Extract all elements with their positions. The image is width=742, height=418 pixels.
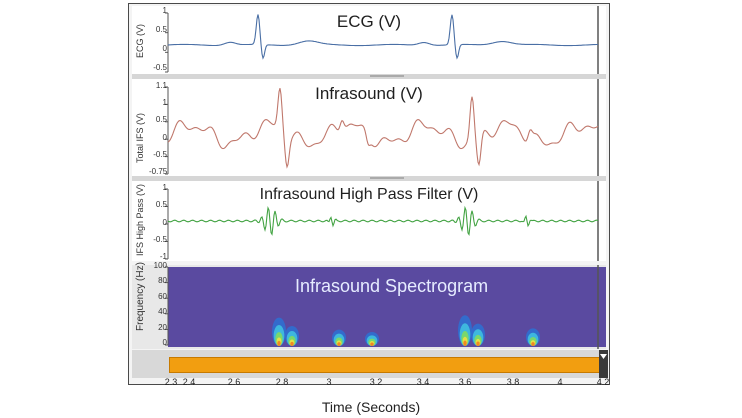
y-tick-label: 0: [162, 44, 167, 53]
ecg-plot: [165, 6, 599, 74]
ecg-trace: [168, 14, 598, 60]
spectrogram-energy-blob: [463, 340, 467, 346]
x-tick-label: 4.2: [596, 377, 610, 387]
ifs-panel: Infrasound (V): [132, 79, 606, 176]
y-tick-label: 60: [158, 291, 167, 301]
spectrogram-energy-blob: [476, 341, 480, 346]
x-tick-label: 2.4: [182, 377, 196, 387]
x-tick-label: 3.8: [506, 377, 520, 387]
ecg-panel: ECG (V): [132, 6, 606, 74]
x-tick-label: 2.8: [275, 377, 289, 387]
y-tick-label: 1: [162, 6, 167, 15]
y-tick-label: 1: [162, 98, 167, 108]
y-tick-label: -0.5: [153, 63, 167, 72]
spectrogram-energy-blob: [370, 342, 374, 346]
ecg-title: ECG (V): [336, 12, 402, 31]
spec-ylabel: Frequency (Hz): [135, 262, 146, 331]
spectrogram-energy-blob: [531, 342, 535, 346]
x-axis-label: Time (Seconds): [321, 399, 421, 415]
ifs-ylabel: Total IFS (V): [135, 112, 145, 163]
hp-panel: Infrasound High Pass Filter (V): [132, 181, 606, 261]
y-tick-label: -1: [159, 252, 167, 261]
spectrogram-panel: Infrasound Spectrogram: [132, 265, 606, 349]
ifs-plot: [165, 79, 599, 176]
x-tick-label: 2.6: [227, 377, 241, 387]
y-tick-label: 0.5: [155, 115, 167, 125]
y-tick-label: 0: [162, 217, 167, 227]
y-tick-label: -0.75: [149, 167, 168, 176]
ecg-ylabel: ECG (V): [135, 23, 145, 58]
y-tick-label: 40: [158, 307, 167, 317]
x-tick-label: 3: [326, 377, 332, 387]
y-tick-label: -0.5: [153, 234, 167, 244]
spec-ylabel-text: Frequency (Hz): [135, 262, 146, 331]
ifs-hp-divider[interactable]: [132, 176, 606, 181]
ifs-hp-grip[interactable]: [370, 177, 404, 179]
spectrogram-energy-blob: [277, 340, 281, 346]
ifs-trace: [167, 88, 599, 169]
ecg-ifs-grip[interactable]: [370, 75, 404, 77]
spectrogram-plot: [165, 265, 606, 349]
ifs-title: Infrasound (V): [315, 84, 423, 103]
chevron-down-icon[interactable]: [599, 350, 608, 378]
y-tick-label: 1.1: [155, 81, 167, 90]
hp-ylabel: IFS High Pass (V): [135, 183, 145, 256]
y-tick-label: 20: [158, 322, 167, 332]
y-tick-label: 0: [162, 338, 167, 347]
spectrogram-energy-blob: [337, 342, 341, 346]
y-tick-label: 1: [162, 183, 167, 192]
y-tick-label: 0.5: [155, 25, 167, 34]
spectrogram-energy-blob: [290, 341, 294, 346]
x-tick-label: 3.4: [416, 377, 430, 387]
x-tick-label: 3.2: [369, 377, 383, 387]
hp-plot: [165, 181, 599, 261]
y-tick-label: -0.5: [153, 149, 167, 159]
y-tick-label: 80: [158, 276, 167, 286]
y-tick-label: 0: [162, 132, 167, 142]
scrollbar-end-marker[interactable]: [599, 350, 608, 378]
hp-trace: [167, 205, 599, 236]
y-tick-label: 0.5: [155, 200, 167, 210]
x-tick-label: 3.6: [458, 377, 472, 387]
scrollbar-thumb[interactable]: [169, 357, 601, 373]
x-tick-label: 4: [557, 377, 563, 387]
ecg-ifs-divider[interactable]: [132, 74, 606, 79]
spectrogram-title: Infrasound Spectrogram: [295, 276, 489, 296]
hp-title: Infrasound High Pass Filter (V): [259, 186, 479, 203]
x-tick-label: 2.3: [164, 377, 178, 387]
y-tick-label: 100: [153, 261, 167, 270]
